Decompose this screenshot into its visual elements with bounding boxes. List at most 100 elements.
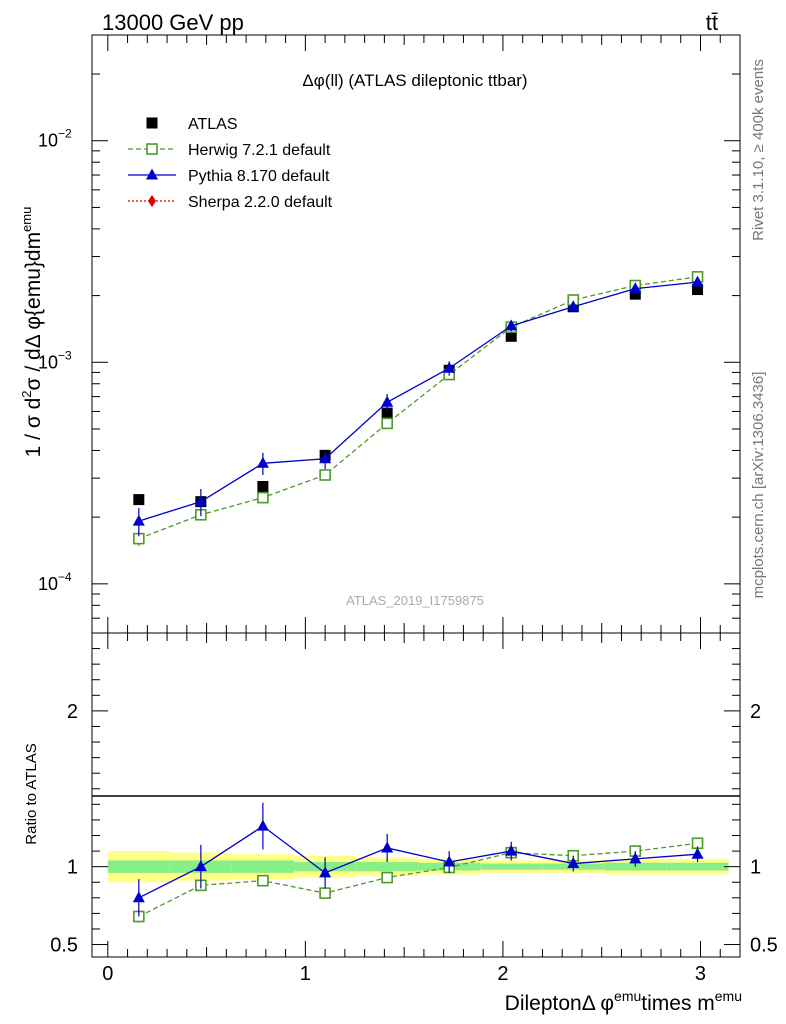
legend-entry: Sherpa 2.2.0 default (128, 194, 333, 211)
data-point (319, 469, 331, 481)
ratio-band-inner (480, 863, 543, 870)
legend-entry: Pythia 8.170 default (128, 168, 330, 185)
series-line (138, 281, 698, 522)
ratio-point (443, 855, 456, 867)
header-right: tt̄ (706, 10, 718, 35)
legend-label: Herwig 7.2.1 default (188, 142, 331, 159)
ylabel-part-2: σ / dΔ φ{emu}dm (22, 232, 45, 391)
ratio-point (381, 841, 394, 853)
y-tick-label: 10−3 (38, 348, 72, 372)
ratio-y-tick-label-right: 2 (750, 701, 761, 723)
ratio-line (138, 842, 698, 918)
legend-marker (146, 143, 158, 155)
legend-marker (146, 168, 158, 180)
ratio-uncertainty-bands (107, 851, 729, 883)
data-point (629, 282, 642, 294)
data-point (692, 284, 704, 296)
ratio-axis-ticks (92, 633, 741, 957)
data-point (505, 330, 517, 342)
data-point (505, 319, 518, 331)
legend-marker (146, 117, 158, 129)
y-tick-label: 10−2 (38, 127, 72, 151)
y-tick-base: 10 (38, 574, 58, 594)
y-tick-base: 10 (38, 131, 58, 151)
legend: ATLAS Herwig 7.2.1 default Pythia 8.170 de… (128, 116, 333, 211)
data-point (629, 288, 641, 300)
ratio-y-tick-label-right: 0.5 (750, 935, 778, 957)
data-point (132, 514, 145, 526)
ylabel-sup-2: emu (19, 207, 34, 232)
xlabel-sup-1: emu (614, 988, 641, 1004)
xlabel-part-2: times m (641, 992, 715, 1015)
ratio-point (505, 844, 518, 856)
main-axis-ticks (92, 34, 741, 634)
ratio-y-tick-labels: 0.5 0.5 1 1 2 2 (50, 701, 778, 957)
legend-entry: ATLAS (146, 116, 238, 133)
analysis-watermark: ATLAS_2019_I1759875 (346, 593, 484, 608)
data-point (194, 495, 207, 507)
xlabel-sup-2: emu (715, 988, 742, 1004)
legend-label: Sherpa 2.2.0 default (188, 194, 333, 211)
ylabel-sup-1: 2 (19, 390, 34, 397)
ratio-y-tick-label: 0.5 (50, 935, 78, 957)
x-tick-label: 1 (300, 963, 311, 985)
series-0 (133, 284, 704, 508)
y-tick-exponent: −4 (58, 570, 72, 584)
side-rivet-text: Rivet 3.1.10, ≥ 400k events (750, 59, 767, 241)
main-plot-panel: 10−410−310−2 Δφ(ll) (ATLAS dileptonic tt… (19, 34, 741, 634)
data-point (319, 452, 332, 464)
ratio-y-tick-label: 1 (67, 857, 78, 879)
x-tick-label: 2 (497, 963, 508, 985)
ratio-frame (91, 632, 741, 958)
ratio-point (629, 852, 642, 864)
ratio-y-tick-label-right: 1 (750, 857, 761, 879)
side-mcplots-text: mcplots.cern.ch [arXiv:1306.3436] (750, 372, 767, 599)
ratio-band-inner (356, 861, 419, 872)
ylabel-part-1: 1 / σ d (22, 398, 45, 458)
data-point (133, 494, 145, 506)
ratio-point (319, 866, 332, 878)
ratio-y-axis-label: Ratio to ATLAS (23, 743, 40, 844)
ratio-point (132, 891, 145, 903)
ratio-plot-panel: 0.5 0.5 1 1 2 2 0 1 2 3 Ratio to ATLAS DileptonΔ… (23, 632, 778, 1015)
data-point (567, 300, 580, 312)
ratio-point (194, 860, 207, 872)
y-tick-exponent: −3 (58, 348, 72, 362)
series-1 (133, 271, 704, 547)
data-point (381, 417, 393, 430)
data-point (257, 491, 269, 504)
x-axis-label: DileptonΔ φemutimes memu (505, 988, 742, 1015)
data-point (691, 275, 704, 287)
x-tick-labels: 0 1 2 3 (102, 963, 706, 985)
legend-label: Pythia 8.170 default (188, 168, 330, 185)
ratio-series-layer (132, 802, 704, 923)
ratio-point (381, 871, 393, 884)
y-tick-exponent: −2 (58, 127, 72, 141)
plot-title: Δφ(ll) (ATLAS dileptonic ttbar) (302, 71, 527, 90)
series-line (138, 276, 698, 540)
data-point (443, 361, 456, 373)
ratio-line (138, 825, 698, 899)
main-y-axis-label: 1 / σ d2σ / dΔ φ{emu}dmemu (19, 207, 45, 458)
ratio-point (319, 887, 331, 899)
y-tick-label: 10−4 (38, 570, 72, 594)
ratio-y-tick-label: 2 (67, 701, 78, 723)
ratio-band-inner (107, 860, 170, 873)
main-y-tick-labels: 10−410−310−2 (38, 127, 72, 594)
legend-label: ATLAS (188, 116, 238, 133)
ratio-band-inner (666, 862, 729, 871)
ratio-point (691, 847, 704, 859)
x-tick-label: 0 (102, 963, 113, 985)
x-tick-label: 3 (695, 963, 706, 985)
legend-marker (148, 195, 156, 207)
ratio-series-1 (132, 802, 704, 917)
ratio-point (256, 819, 269, 831)
xlabel-part-1: DileptonΔ φ (505, 992, 614, 1015)
data-point (381, 407, 393, 419)
data-point (256, 456, 269, 468)
header-left: 13000 GeV pp (102, 10, 244, 35)
ratio-point (567, 857, 580, 869)
legend-entry: Herwig 7.2.1 default (128, 142, 331, 159)
data-point (257, 481, 269, 493)
